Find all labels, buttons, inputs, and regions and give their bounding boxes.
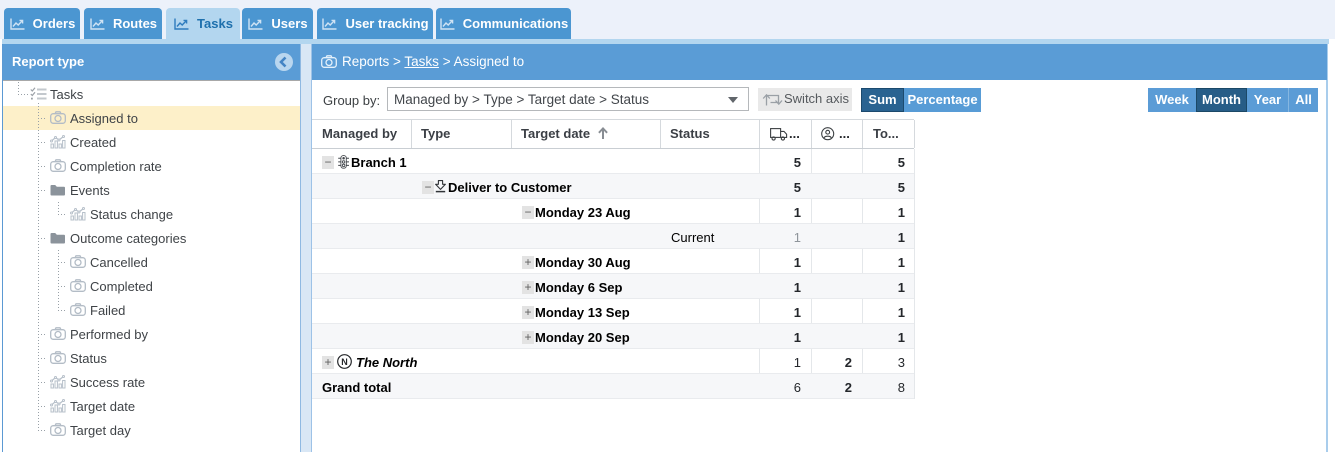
svg-text:N: N [341, 357, 348, 367]
